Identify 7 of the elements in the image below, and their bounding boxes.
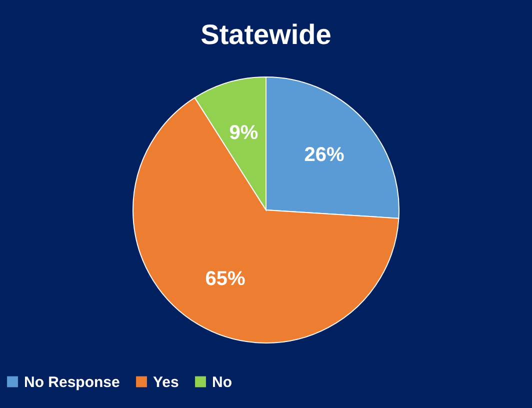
data-label: 65% — [205, 268, 246, 290]
data-label: 9% — [229, 122, 258, 144]
chart-title: Statewide — [200, 19, 332, 50]
data-label: 26% — [304, 144, 345, 166]
legend-label: No Response — [24, 374, 120, 391]
legend-label: Yes — [153, 374, 179, 391]
legend-label: No — [212, 374, 232, 391]
